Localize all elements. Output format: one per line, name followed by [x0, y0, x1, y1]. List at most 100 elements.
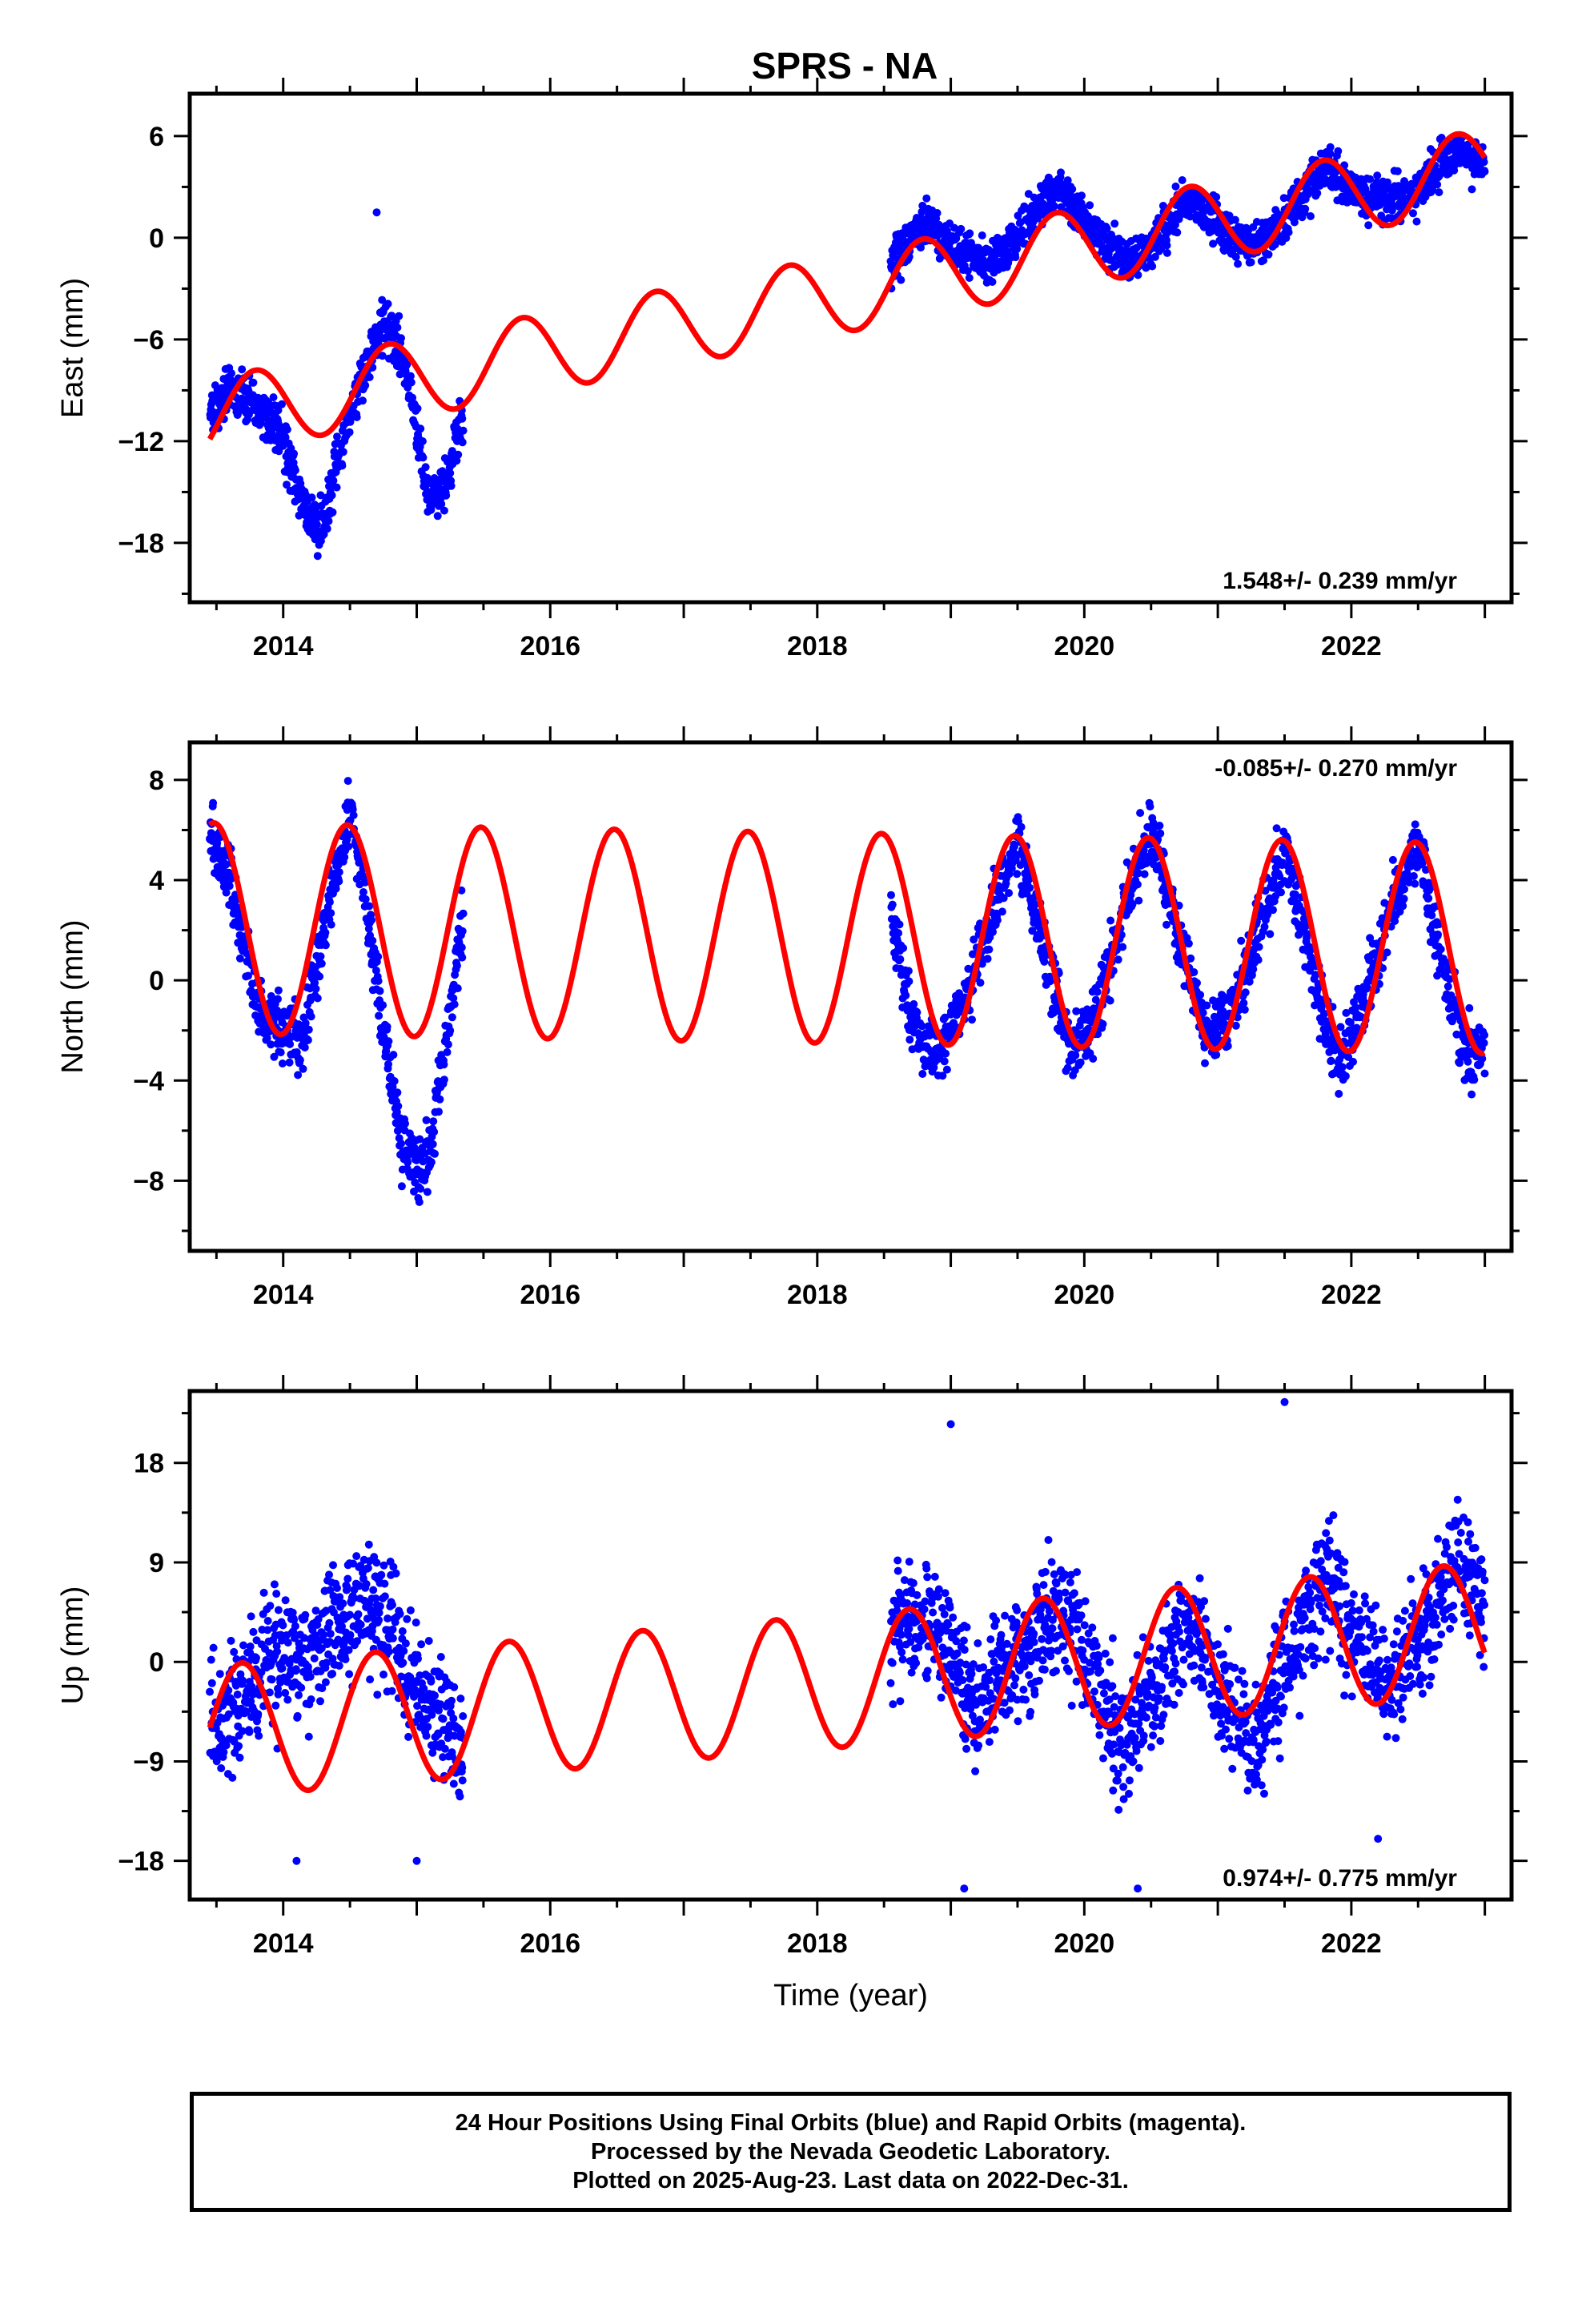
- data-point: [352, 413, 361, 421]
- data-point: [1128, 900, 1137, 909]
- data-point: [419, 453, 428, 462]
- data-point: [940, 1057, 949, 1066]
- data-point: [1269, 906, 1277, 915]
- data-point: [1399, 895, 1408, 903]
- data-point: [452, 961, 461, 970]
- data-point: [367, 916, 375, 924]
- data-point: [388, 1625, 397, 1634]
- data-point: [254, 1710, 263, 1719]
- data-point: [349, 811, 358, 819]
- data-point: [909, 999, 918, 1008]
- x-tick-label: 2020: [1054, 1280, 1115, 1310]
- data-point: [442, 491, 451, 500]
- data-point: [424, 1723, 432, 1731]
- data-point: [1434, 930, 1442, 939]
- data-point: [1334, 147, 1343, 155]
- data-point: [1412, 217, 1421, 226]
- data-point: [327, 909, 335, 918]
- data-point: [325, 1570, 333, 1579]
- data-point: [1171, 182, 1180, 191]
- data-point: [1237, 936, 1246, 945]
- data-point: [1110, 219, 1119, 228]
- data-point: [930, 1572, 939, 1581]
- data-point: [403, 360, 412, 369]
- data-point: [1184, 939, 1193, 948]
- data-point: [361, 381, 370, 390]
- data-point: [317, 959, 326, 968]
- data-point: [888, 1659, 897, 1667]
- data-point: [256, 419, 265, 428]
- data-point: [440, 1060, 448, 1069]
- data-point: [440, 506, 448, 515]
- data-point: [1247, 258, 1255, 267]
- data-point: [324, 517, 333, 525]
- data-point: [1196, 991, 1205, 999]
- data-point: [423, 1188, 432, 1196]
- data-point: [323, 525, 331, 533]
- data-point: [458, 414, 467, 423]
- data-point: [1241, 988, 1250, 997]
- data-point: [209, 798, 218, 807]
- data-point: [1118, 943, 1127, 951]
- data-point: [905, 1558, 913, 1566]
- data-point: [278, 400, 286, 408]
- data-point: [313, 994, 322, 1003]
- data-point: [363, 1564, 372, 1572]
- data-point: [333, 1584, 341, 1592]
- data-point: [1093, 987, 1102, 996]
- data-point: [897, 1630, 905, 1639]
- data-point: [458, 953, 467, 962]
- data-point: [283, 480, 291, 489]
- data-point: [246, 1642, 255, 1651]
- data-point: [918, 201, 927, 210]
- data-point: [249, 1627, 258, 1636]
- data-point: [307, 1695, 315, 1703]
- data-point: [1465, 1003, 1474, 1012]
- data-point: [1468, 1090, 1476, 1099]
- data-point: [1212, 193, 1221, 201]
- north-y-axis-label: North (mm): [56, 919, 90, 1073]
- data-point: [422, 1116, 431, 1124]
- data-point: [966, 229, 974, 238]
- data-point: [331, 884, 340, 893]
- data-point: [1106, 996, 1114, 1005]
- data-point: [328, 1670, 337, 1678]
- data-point: [1335, 1089, 1343, 1098]
- data-point: [427, 1158, 436, 1167]
- data-point: [239, 1641, 247, 1650]
- data-point: [271, 1701, 280, 1710]
- data-point: [417, 1640, 426, 1649]
- chart-title: SPRS - NA: [752, 45, 938, 86]
- data-point: [1326, 143, 1335, 151]
- y-tick-label: −8: [133, 1166, 164, 1196]
- data-point: [339, 1599, 347, 1608]
- data-point: [1480, 1069, 1489, 1078]
- data-point: [235, 1742, 243, 1751]
- data-point: [447, 481, 456, 490]
- data-point: [1259, 256, 1268, 265]
- data-point: [291, 1622, 299, 1630]
- data-point: [953, 1649, 962, 1658]
- data-point: [365, 902, 374, 911]
- data-point: [1209, 239, 1218, 248]
- data-point: [335, 1662, 343, 1670]
- up-data-points: [206, 1397, 1489, 1893]
- data-point: [285, 1058, 294, 1067]
- data-point: [1186, 212, 1195, 221]
- data-point: [333, 432, 341, 441]
- data-point: [340, 853, 349, 862]
- data-point: [366, 1675, 375, 1684]
- data-point: [993, 916, 1002, 924]
- data-point: [400, 1647, 408, 1655]
- data-point: [457, 886, 466, 895]
- data-point: [329, 1561, 337, 1570]
- data-point: [255, 1731, 263, 1740]
- data-point: [206, 1687, 214, 1696]
- data-point: [321, 941, 330, 950]
- data-point: [1341, 1072, 1350, 1080]
- data-point: [299, 1064, 307, 1073]
- data-point: [391, 1569, 400, 1578]
- data-point: [1063, 1063, 1072, 1072]
- data-point: [1338, 1063, 1347, 1072]
